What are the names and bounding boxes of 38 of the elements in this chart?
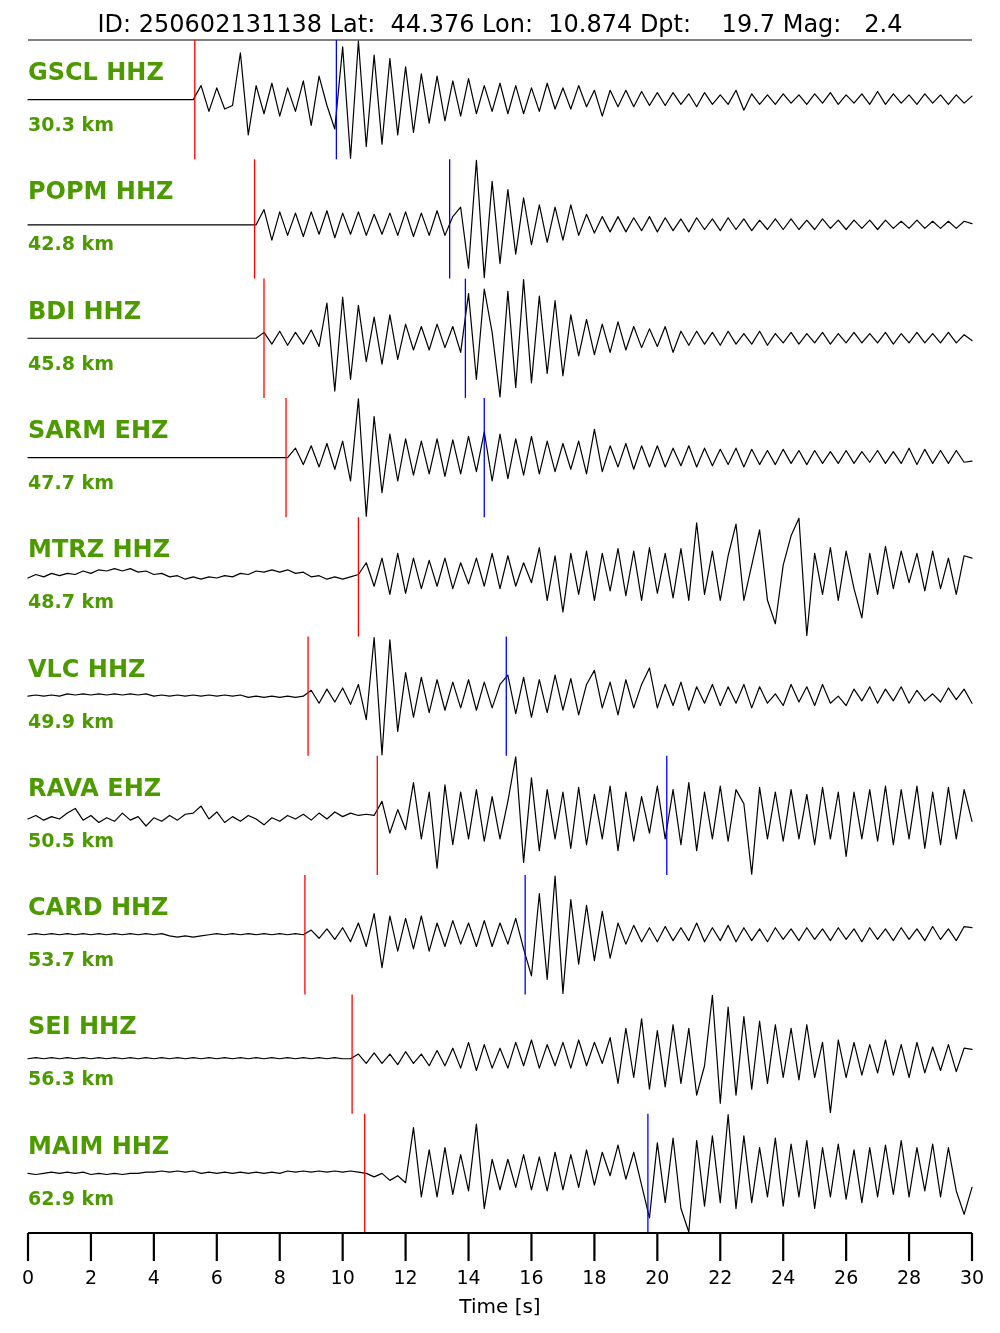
annotation: 30.3 km (28, 113, 114, 135)
x-tick-label: 6 (210, 1266, 223, 1289)
x-tick-label: 12 (393, 1266, 418, 1289)
annotation: BDI HHZ (28, 296, 142, 325)
annotation: 53.7 km (28, 948, 114, 971)
x-tick-label: 14 (456, 1266, 481, 1289)
x-tick-label: 20 (645, 1266, 670, 1289)
annotation: 45.8 km (28, 351, 114, 374)
annotation: MAIM HHZ (28, 1131, 170, 1160)
annotation: POPM HHZ (28, 177, 174, 206)
annotation: 62.9 km (28, 1186, 114, 1209)
annotation: 42.8 km (28, 232, 114, 255)
x-tick-label: 2 (84, 1266, 97, 1289)
annotation: MTRZ HHZ (28, 535, 171, 564)
x-tick-label: 24 (771, 1266, 796, 1289)
x-tick-label: 18 (582, 1266, 607, 1289)
annotation: 48.7 km (28, 590, 114, 613)
annotation: SEI HHZ (28, 1012, 137, 1041)
chart-title: ID: 250602131138 Lat: 44.376 Lon: 10.874 Dpt: 19.7 Mag: 2.4 (97, 10, 903, 38)
annotation: 47.7 km (28, 470, 114, 493)
x-tick-label: 4 (147, 1266, 160, 1289)
annotation: GSCL HHZ (28, 58, 164, 86)
x-tick-label: 16 (519, 1266, 544, 1289)
x-tick-label: 22 (708, 1266, 733, 1289)
annotation: CARD HHZ (28, 893, 169, 922)
x-tick-label: 28 (896, 1266, 922, 1289)
x-tick-label: 30 (959, 1266, 985, 1289)
annotation: RAVA EHZ (28, 773, 162, 802)
annotation: 56.3 km (28, 1067, 114, 1090)
annotation: 49.9 km (28, 709, 114, 732)
annotation: 50.5 km (28, 828, 114, 851)
annotation: VLC HHZ (28, 654, 146, 683)
x-tick-label: 0 (21, 1266, 35, 1289)
x-axis-title: Time [s] (458, 1294, 541, 1318)
x-tick-label: 26 (834, 1266, 859, 1289)
annotation: SARM EHZ (28, 415, 169, 444)
x-tick-label: 10 (330, 1266, 355, 1289)
x-tick-label: 8 (273, 1266, 286, 1289)
